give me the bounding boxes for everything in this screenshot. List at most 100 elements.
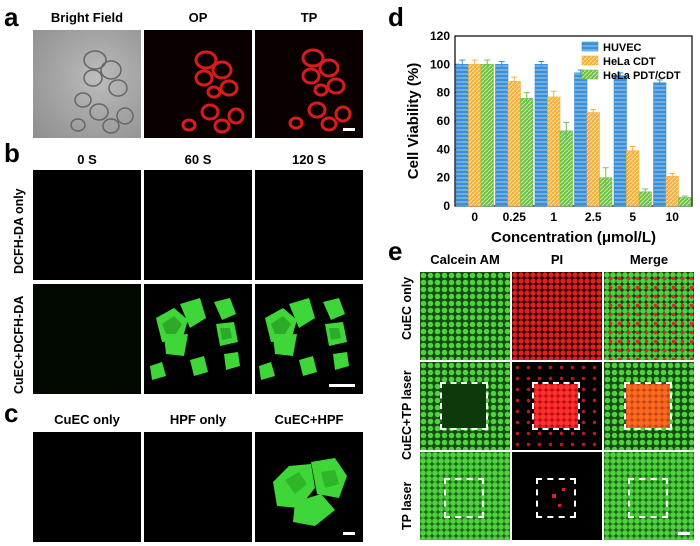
green-cells-hpf [273, 458, 347, 526]
legend-swatch [581, 55, 599, 66]
panel-label-c: c [4, 398, 19, 428]
legend-label: HUVEC [603, 42, 642, 54]
scale-bar [329, 384, 355, 387]
laser-area-box [444, 478, 484, 518]
chart-tick-labels: 0 20 40 60 80 100 120 0 0.25 1 2.5 5 10 [430, 29, 679, 224]
x-tick-label: 10 [666, 210, 680, 224]
y-tick-label: 60 [437, 114, 451, 128]
panel-label-d: d [388, 2, 404, 32]
column-label-0s: 0 S [77, 152, 97, 167]
red-dot [552, 494, 556, 498]
legend-label: HeLa PDT/CDT [603, 70, 681, 82]
bar [586, 112, 600, 207]
tp-image [255, 30, 363, 138]
column-label-calcein-am: Calcein AM [430, 252, 500, 267]
column-label-120s: 120 S [292, 152, 326, 167]
bar [534, 64, 548, 207]
chart-legend: HUVEC HeLa CDT HeLa PDT/CDT [581, 41, 681, 82]
dcfh-120s-image [255, 170, 363, 280]
column-label-merge: Merge [629, 252, 669, 267]
calcein-cuec-only-image [420, 272, 510, 360]
calcein-cuec-tp-laser-image [420, 362, 510, 450]
column-label-tp: TP [300, 10, 318, 25]
bar [559, 130, 573, 207]
y-tick-label: 0 [443, 199, 450, 213]
x-tick-label: 1 [550, 210, 557, 224]
green-cells-60s [150, 298, 240, 380]
red-dot [562, 488, 565, 491]
laser-area-box [628, 478, 668, 518]
bar [495, 64, 509, 207]
x-tick-label: 0.25 [503, 210, 527, 224]
panel-label-b: b [4, 138, 20, 168]
row-label-cuec-only: CuEC only [400, 276, 414, 340]
cuec-dcfh-120s-image [255, 284, 363, 394]
column-label-op: OP [188, 10, 208, 25]
dcfh-60s-image [144, 170, 252, 280]
x-tick-label: 2.5 [585, 210, 602, 224]
red-region [534, 384, 578, 428]
laser-area-box [440, 382, 488, 430]
bar [547, 96, 561, 207]
bar [455, 64, 469, 207]
bright-field-cells [70, 50, 134, 134]
pi-cuec-tp-laser-image [512, 362, 602, 450]
merge-cuec-tp-laser-image [604, 362, 694, 450]
op-cells [181, 50, 245, 134]
merge-cuec-only-image [604, 272, 694, 360]
y-tick-label: 120 [430, 29, 450, 43]
bar [613, 75, 627, 207]
scale-bar [343, 532, 355, 535]
x-axis-label: Concentration (μmol/L) [491, 229, 656, 246]
cell-viability-chart: 0 20 40 60 80 100 120 0 0.25 1 2.5 5 10 HUVEC HeLa CD… [405, 29, 693, 246]
column-label-cuec-only: CuEC only [54, 412, 120, 427]
column-label-hpf-only: HPF only [169, 412, 227, 427]
panel-label-a: a [4, 2, 19, 32]
bar [626, 150, 640, 207]
chart-bars [455, 59, 692, 207]
row-label-cuec-dcfh-da: CuEC+DCFH-DA [12, 295, 26, 394]
panel-label-e: e [388, 236, 403, 266]
laser-area-box [532, 382, 580, 430]
dcfh-0s-image [33, 170, 141, 280]
row-label-dcfh-da-only: DCFH-DA only [12, 188, 26, 274]
bright-field-image [33, 30, 141, 138]
row-label-cuec-tp-laser: CuEC+TP laser [400, 370, 414, 460]
orange-region [626, 384, 670, 428]
x-tick-label: 0 [471, 210, 478, 224]
bar [520, 98, 534, 207]
legend-swatch [581, 41, 599, 52]
y-tick-label: 80 [437, 86, 451, 100]
merge-tp-laser-image [604, 452, 694, 540]
cuec-dcfh-60s-image [144, 284, 252, 394]
column-label-60s: 60 S [184, 152, 212, 167]
column-label-cuec-hpf: CuEC+HPF [274, 412, 344, 427]
bar [480, 64, 494, 207]
column-label-bright-field: Bright Field [50, 10, 124, 25]
scale-bar [343, 128, 355, 131]
bar [507, 81, 521, 207]
pi-tp-laser-image [512, 452, 602, 540]
scale-bar [678, 532, 690, 535]
legend-label: HeLa CDT [603, 56, 656, 68]
op-image [144, 30, 252, 138]
y-tick-label: 20 [437, 171, 451, 185]
y-axis-label: Cell Viability (%) [405, 63, 422, 179]
dark-region [442, 384, 486, 428]
pi-cuec-only-image [512, 272, 602, 360]
cuec-hpf-image [255, 432, 363, 542]
laser-area-box [536, 478, 576, 518]
bar [665, 175, 679, 207]
legend-swatch [581, 69, 599, 80]
cuec-only-image [33, 432, 141, 542]
bar [653, 82, 667, 207]
x-tick-label: 5 [629, 210, 636, 224]
y-tick-label: 40 [437, 142, 451, 156]
cuec-dcfh-0s-image [33, 284, 141, 394]
green-cells-120s [259, 298, 349, 380]
row-label-tp-laser: TP laser [400, 481, 414, 530]
hpf-only-image [144, 432, 252, 542]
bar [574, 72, 588, 207]
bar [468, 64, 482, 207]
laser-area-box [624, 382, 672, 430]
